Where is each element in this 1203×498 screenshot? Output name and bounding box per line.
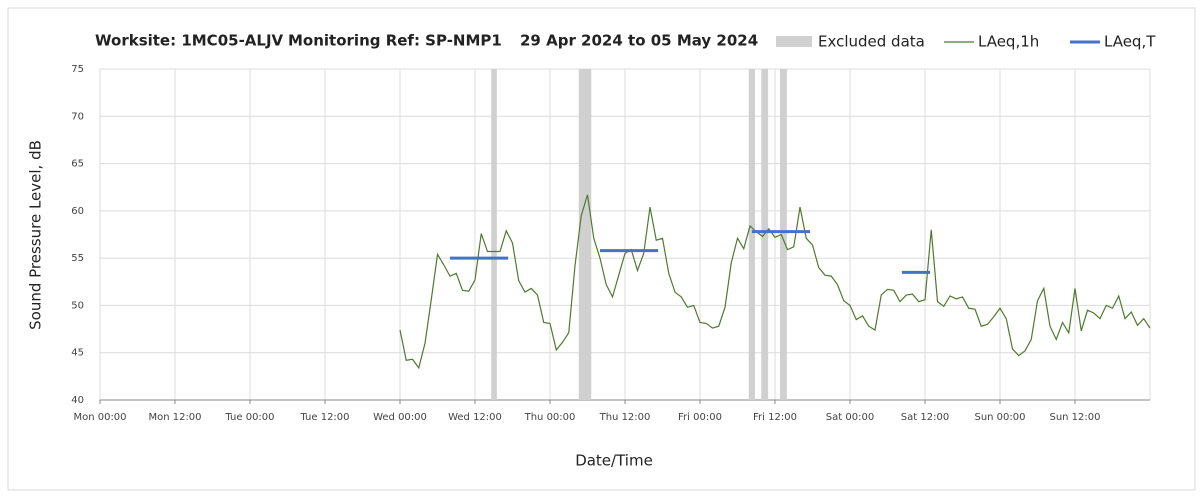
y-tick-label: 40 [71,395,84,406]
x-tick-label: Mon 12:00 [148,412,201,423]
title: Monitoring Ref: SP-NMP1 [288,32,502,50]
x-tick-label: Wed 00:00 [373,412,427,423]
y-tick-label: 50 [71,300,84,311]
x-tick-label: Thu 00:00 [524,412,576,423]
x-tick-label: Thu 12:00 [599,412,651,423]
data-line [399,194,1151,370]
y-tick-label: 45 [71,348,84,359]
x-tick-label: Tue 00:00 [224,412,274,423]
x-tick-label: Sun 12:00 [1049,412,1100,423]
y-tick-label: 70 [71,111,84,122]
y-axis-label: Sound Pressure Level, dB [27,140,45,330]
x-tick-label: Tue 12:00 [299,412,349,423]
x-tick-label: Fri 00:00 [678,412,722,423]
chart-frame [7,7,1196,491]
title: 29 Apr 2024 to 05 May 2024 [520,32,758,50]
excluded-band [578,69,592,400]
x-tick-label: Sat 00:00 [826,412,874,423]
title: Worksite: 1MC05-ALJV [95,32,284,50]
x-tick-label: Sat 12:00 [901,412,949,423]
legend-label: LAeq,T [1104,33,1156,51]
x-axis-label: Date/Time [575,452,653,470]
legend-label: LAeq,1h [978,33,1039,51]
legend-label: Excluded data [818,33,925,51]
y-tick-label: 75 [71,64,84,75]
x-tick-label: Wed 12:00 [448,412,502,423]
legend-swatch [776,36,812,47]
x-tick-label: Sun 00:00 [974,412,1025,423]
excluded-band [748,69,755,400]
excluded-band [491,69,497,400]
x-tick-label: Fri 12:00 [753,412,797,423]
y-tick-label: 65 [71,159,84,170]
x-tick-label: Mon 00:00 [73,412,126,423]
excluded-band [780,69,787,400]
y-tick-label: 55 [71,253,84,264]
y-tick-label: 60 [71,206,84,217]
